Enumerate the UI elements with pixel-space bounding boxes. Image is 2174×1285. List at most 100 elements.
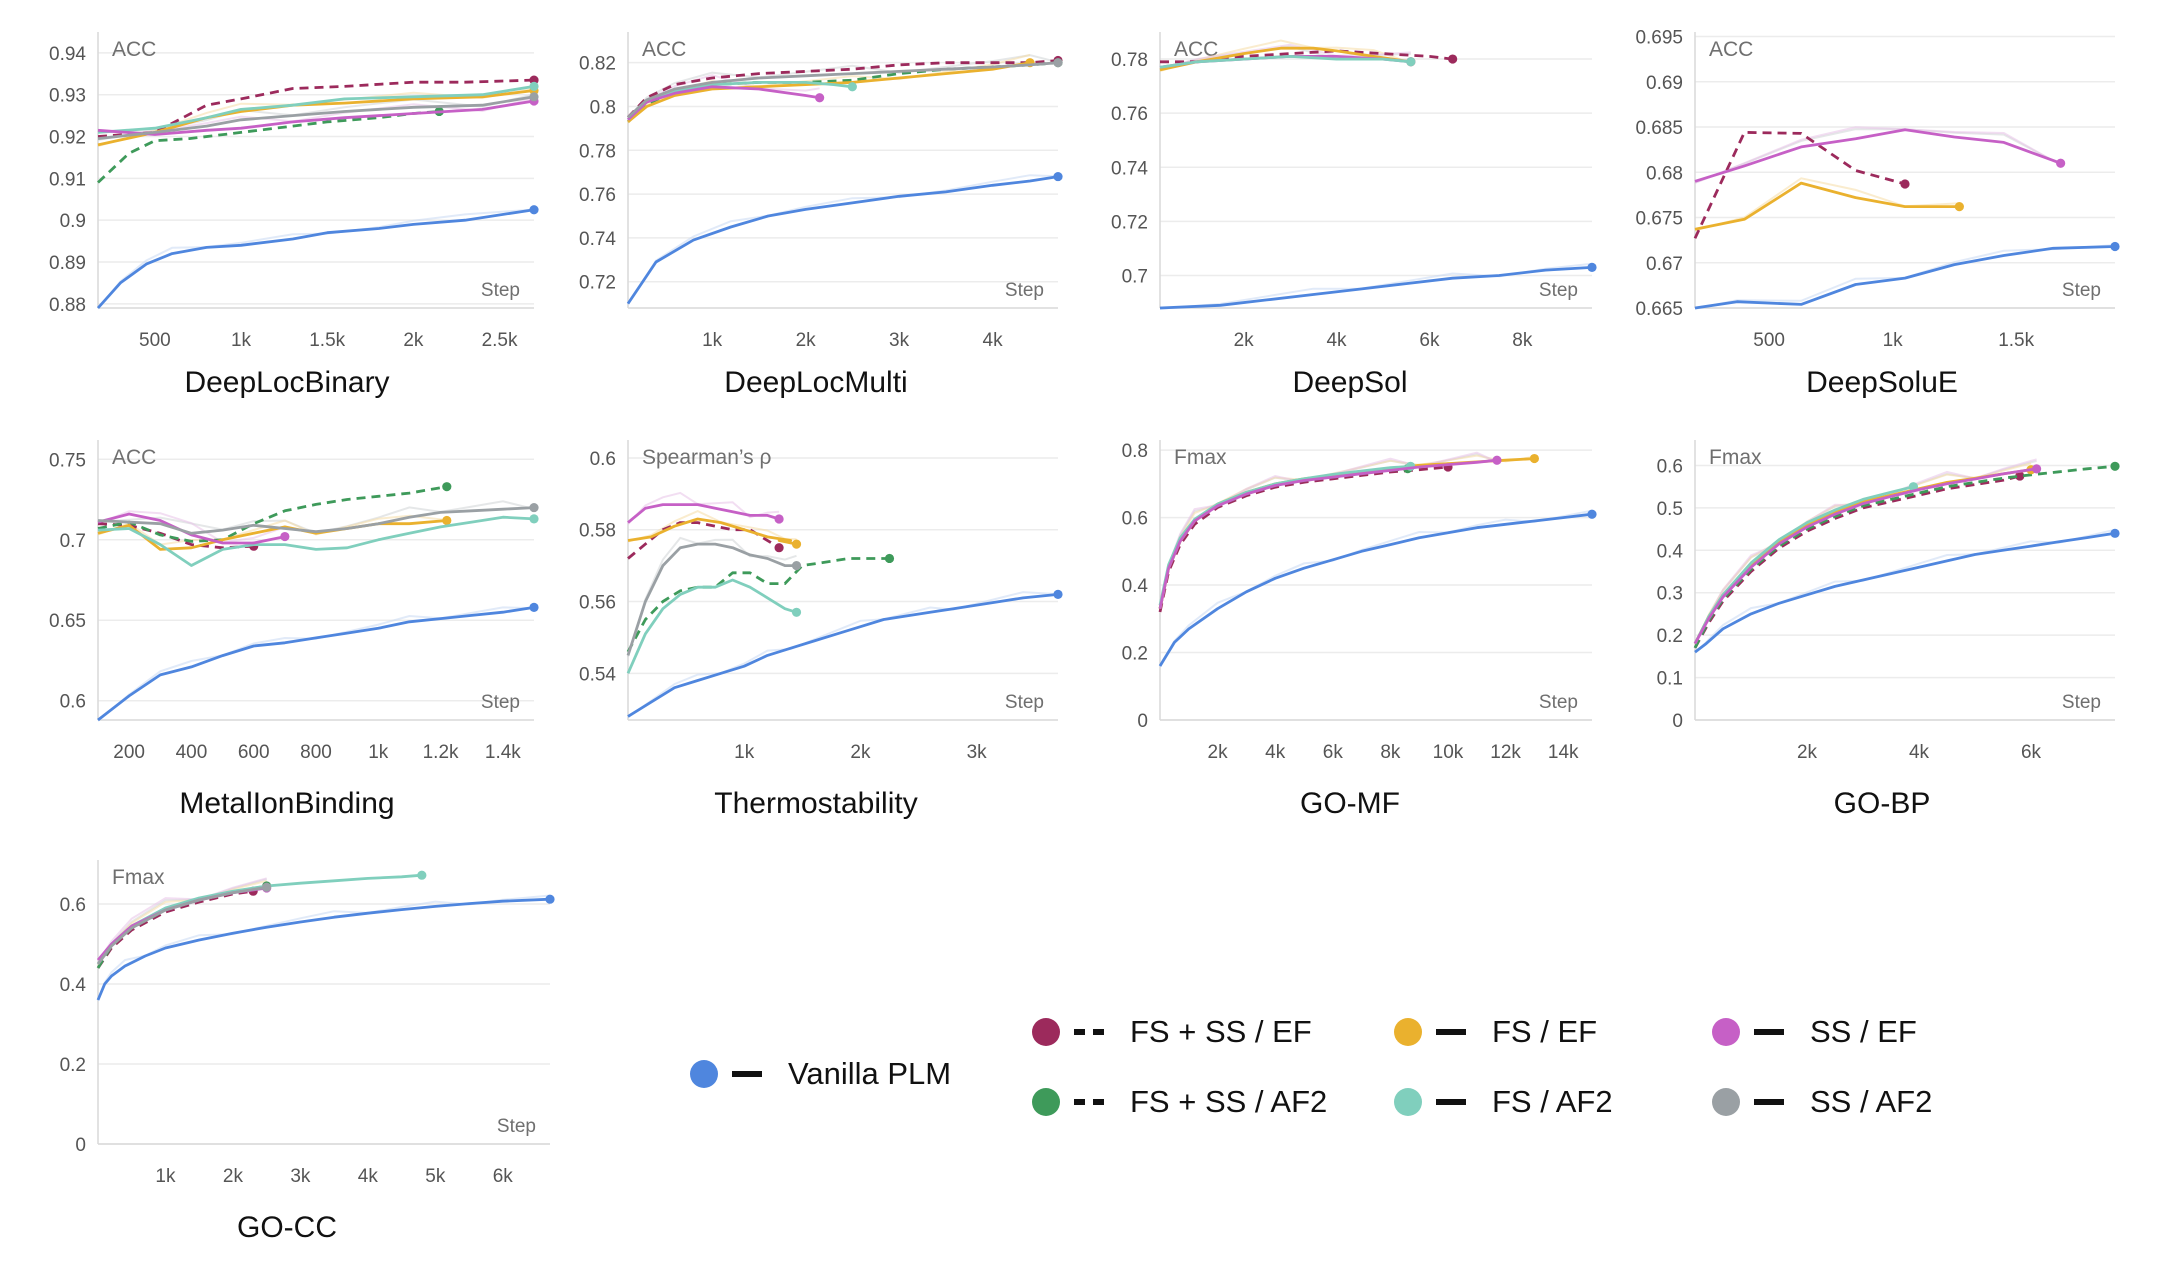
chart-panel-8: 0 0.2 0.4 0.6 1k 2k 3k 4k 5k 6k Fmax Step GO-CC [60,860,555,1244]
x-tick-label: 3k [889,330,910,351]
series-line-fs_ss_af2 [1693,464,2116,649]
y-tick-label: 0.2 [1122,644,1148,665]
x-tick-label: 12k [1490,742,1521,763]
legend-line-style [1436,1029,1466,1035]
x-axis-label: Step [1005,692,1044,713]
y-tick-label: 0.4 [1657,541,1684,562]
series-end-point-ss_ef [2056,158,2066,168]
legend-item-fs_ss_af2: FS + SS / AF2 [1032,1084,1327,1120]
y-tick-label: 0 [1672,711,1683,732]
legend-item-fs_ef: FS / EF [1394,1014,1597,1050]
chart-panel-7: 0 0.1 0.2 0.3 0.4 0.5 0.6 2k 4k 6k Fmax Step GO-BP [1657,440,2120,820]
series-end-point-fs_ss_af2 [2110,461,2120,471]
series-line-fs_ss_af2 [1158,467,1408,609]
x-tick-label: 6k [2021,742,2042,763]
series-line-fs_ef [1694,181,1960,231]
y-tick-label: 0.7 [60,531,86,552]
series-end-point-ss_af2 [529,502,539,513]
series-line-fs_ss_ef [1693,130,1906,239]
x-tick-label: 8k [1380,742,1401,763]
x-tick-label: 4k [983,330,1004,351]
series-line-vanilla [1694,245,2116,310]
x-tick-label: 4k [1909,742,1930,763]
series-end-point-vanilla [2110,528,2120,538]
x-tick-label: 2k [403,330,424,351]
series-line-fs_ss_ef [626,59,1059,119]
chart-title: GO-MF [1300,787,1400,820]
y-tick-label: 0.75 [49,450,86,471]
series-line-fs_ef [627,61,1031,123]
series-line-vanilla [627,593,1059,718]
y-tick-label: 0.7 [1122,267,1148,288]
legend-line-style [1754,1099,1784,1105]
legend-item-vanilla: Vanilla PLM [690,1056,951,1092]
chart-title: DeepSoluE [1806,366,1958,399]
y-tick-label: 0.67 [1646,254,1683,275]
y-tick-label: 0.76 [1111,104,1148,125]
series-end-point-fs_ef [442,515,452,526]
panel1-bg-trace-vanilla [627,174,1059,305]
y-tick-label: 0.3 [1657,584,1683,605]
series-line-ss_ef [1694,128,2062,183]
y-tick-label: 0.6 [1657,456,1683,477]
y-tick-label: 0.6 [590,449,616,470]
series-line-ss_ef [97,512,286,545]
chart-panel-1: 0.72 0.74 0.76 0.78 0.8 0.82 1k 2k 3k 4k ACC Step De… [579,32,1063,399]
x-tick-label: 6k [1419,330,1440,351]
panel4-bg-trace-vanilla [97,606,535,722]
chart-title: DeepSol [1292,366,1407,399]
legend-line-style [1074,1029,1104,1035]
x-tick-label: 2k [1797,742,1818,763]
y-tick-label: 0.91 [49,169,86,190]
series-end-point-fs_af2 [1406,57,1416,67]
legend-line-style [1074,1099,1104,1105]
y-tick-label: 0.6 [60,895,86,916]
x-axis-label: Step [2062,280,2101,301]
y-tick-label: 0.92 [49,128,86,149]
panel0-bg-trace-vanilla [97,208,535,310]
series-line-fs_af2 [1693,485,1914,645]
y-tick-label: 0.5 [1657,499,1683,520]
series-end-point-fs_af2 [791,607,802,617]
series-line-fs_ss_af2 [626,557,890,653]
legend-item-ss_ef: SS / EF [1712,1014,1917,1050]
x-axis-label: Step [481,280,520,301]
x-axis-label: Step [1005,280,1044,301]
y-tick-label: 0.4 [60,975,87,996]
series-line-ss_af2 [97,95,535,140]
series-line-vanilla [626,175,1059,305]
y-tick-label: 0.76 [579,185,616,206]
x-tick-label: 2k [1234,330,1255,351]
series-line-fs_af2 [97,515,535,567]
series-line-ss_ef [97,99,535,136]
panel2-bg-trace-ss_ef [1159,43,1411,70]
y-tick-label: 0.695 [1635,28,1683,49]
x-tick-label: 1k [734,742,755,763]
series-end-point-vanilla [529,205,539,215]
legend-swatch [1712,1088,1740,1116]
series-end-point-fs_ss_ef [1900,179,1910,189]
y-tick-label: 0.74 [1111,158,1148,179]
panel5-bg-trace-ss_af2 [627,536,797,658]
chart-panel-3: 0.665 0.67 0.675 0.68 0.685 0.69 0.695 500 1k 1.5… [1635,28,2120,399]
y-tick-label: 0.675 [1635,209,1683,230]
x-tick-label: 10k [1433,742,1464,763]
series-end-point-fs_ef [791,539,802,549]
series-line-fs_af2 [97,85,535,134]
x-tick-label: 1k [231,330,252,351]
y-tick-label: 0.82 [579,54,616,75]
y-tick-label: 0.78 [579,141,616,162]
series-end-point-fs_af2 [847,82,857,92]
series-end-point-ss_af2 [791,561,802,571]
series-end-point-vanilla [2110,241,2120,252]
x-tick-label: 4k [1265,742,1286,763]
series-end-point-fs_af2 [529,514,539,524]
y-tick-label: 0.4 [1122,576,1149,597]
y-tick-label: 0.9 [60,211,86,232]
series-end-point-ss_ef [815,93,825,103]
y-axis-label: ACC [112,446,156,469]
x-axis-label: Step [481,692,520,713]
y-axis-label: Fmax [1709,446,1762,469]
x-axis-label: Step [1539,692,1578,713]
